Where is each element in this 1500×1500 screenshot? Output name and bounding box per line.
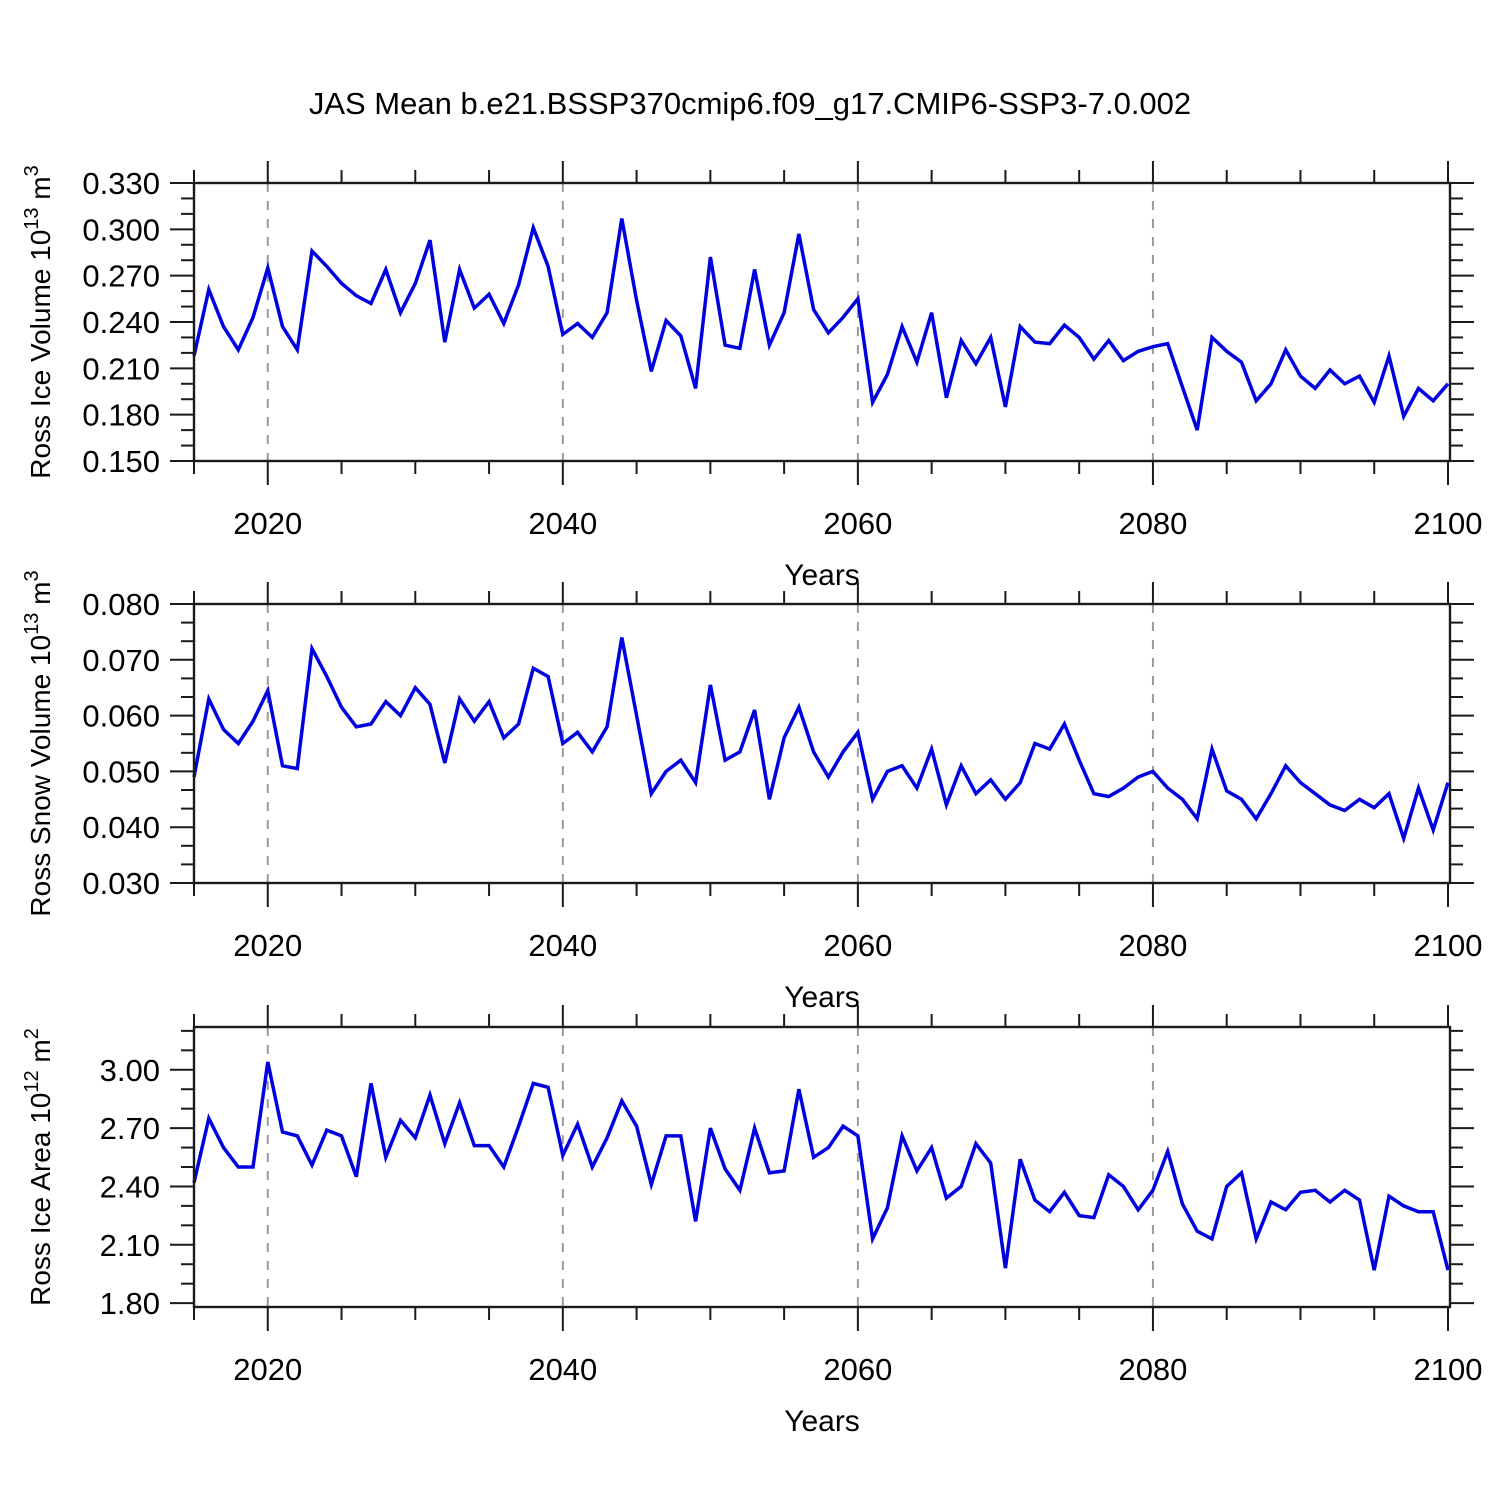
y-tick-label: 2.10 [100,1228,160,1263]
chart-title: JAS Mean b.e21.BSSP370cmip6.f09_g17.CMIP… [308,86,1192,121]
x-axis-title: Years [784,1405,860,1438]
x-tick-label: 2060 [823,1352,892,1387]
x-axis-title: Years [784,981,860,1014]
x-tick-label: 2080 [1118,506,1187,541]
data-line-series [192,637,1450,845]
y-tick-label: 3.00 [100,1053,160,1088]
y-tick-label: 0.210 [82,351,160,386]
y-tick-label: 1.80 [100,1286,160,1321]
y-tick-label: 0.060 [82,699,160,734]
chart-ross-ice-area: 1.80 2.10 2.40 2.70 3.00 2020 2040 2060 2080 2100… [21,1005,1482,1438]
y-tick-label: 0.150 [82,444,160,479]
y-tick-label: 0.270 [82,259,160,294]
x-tick-label: 2060 [823,506,892,541]
x-tick-label: 2040 [528,506,597,541]
x-tick-label: 2080 [1118,1352,1187,1387]
data-line-series [192,218,1450,431]
x-tick-label: 2100 [1414,506,1483,541]
x-tick-label: 2100 [1414,1352,1483,1387]
y-tick-label: 0.040 [82,810,160,845]
y-tick-label: 0.240 [82,305,160,340]
y-tick-label: 0.300 [82,212,160,247]
y-tick-label: 0.030 [82,866,160,901]
x-tick-label: 2040 [528,1352,597,1387]
y-axis-title: Ross Ice Volume 1013 m3 [21,165,56,479]
y-tick-label: 2.40 [100,1169,160,1204]
y-tick-label: 0.050 [82,754,160,789]
x-tick-label: 2040 [528,928,597,963]
y-tick-label: 0.180 [82,398,160,433]
x-tick-label: 2060 [823,928,892,963]
y-axis-title: Ross Ice Area 1012 m2 [21,1028,56,1306]
y-axis-title: Ross Snow Volume 1013 m3 [21,570,56,916]
x-tick-label: 2080 [1118,928,1187,963]
chart-ross-snow-volume: 0.030 0.040 0.050 0.060 0.070 0.080 2020 2040 20… [21,570,1482,1014]
x-tick-label: 2020 [233,506,302,541]
x-tick-label: 2020 [233,1352,302,1387]
y-tick-label: 0.070 [82,643,160,678]
y-tick-label: 0.080 [82,587,160,622]
x-tick-label: 2020 [233,928,302,963]
x-axis-title: Years [784,559,860,592]
y-tick-label: 2.70 [100,1111,160,1146]
x-tick-label: 2100 [1414,928,1483,963]
data-line-series [192,1061,1450,1271]
y-tick-label: 0.330 [82,166,160,201]
plot-frame [192,602,1452,885]
chart-ross-ice-volume: 0.150 0.180 0.210 0.240 0.270 0.300 0.330 2020 2… [21,161,1482,592]
plot-frame [192,1025,1452,1309]
